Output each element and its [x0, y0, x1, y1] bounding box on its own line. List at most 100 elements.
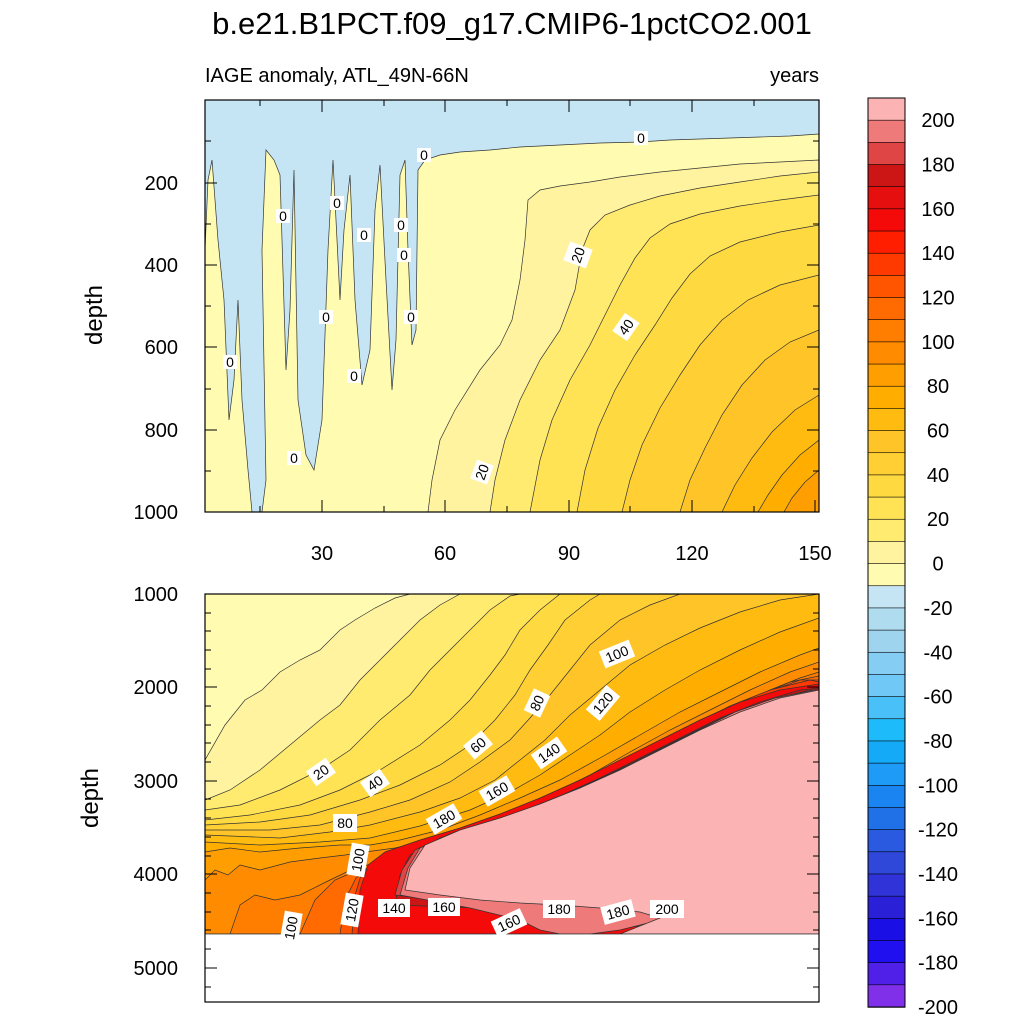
- colorbar-swatch: [867, 186, 906, 210]
- upper-clabel: 0: [347, 368, 361, 384]
- colorbar-swatch: [867, 430, 906, 454]
- colorbar-swatch: [867, 341, 906, 365]
- lower-clabel: 80: [333, 814, 357, 832]
- colorbar-swatch: [867, 829, 906, 853]
- upper-clabel-text: 0: [333, 195, 341, 211]
- lower-frame: [204, 593, 820, 1003]
- colorbar-tick-label: 80: [927, 376, 949, 398]
- upper-clabel: 0: [330, 195, 344, 211]
- colorbar-tick-label: -140: [918, 864, 958, 886]
- colorbar-swatch: [867, 474, 906, 498]
- colorbar-swatch: [867, 585, 906, 609]
- colorbar-tick-label: -100: [918, 775, 958, 797]
- lower-clabel-text: 180: [605, 901, 632, 923]
- upper-clabel: 0: [404, 309, 418, 325]
- colorbar-tick-label: -40: [924, 642, 953, 664]
- colorbar-swatch: [867, 563, 906, 587]
- colorbar-swatch: [867, 363, 906, 387]
- colorbar-tick-label: -60: [924, 687, 953, 709]
- colorbar-swatch: [867, 807, 906, 831]
- upper-clabel-text: 0: [350, 368, 358, 384]
- upper-clabel-text: 0: [279, 208, 287, 224]
- colorbar-tick-label: -80: [924, 731, 953, 753]
- colorbar-swatch: [867, 518, 906, 543]
- colorbar-swatch: [867, 142, 906, 166]
- lower-clabel: 100: [279, 910, 303, 946]
- lower-clabel: 60: [463, 730, 493, 760]
- colorbar: 200180160140120100806040200-20-40-60-80-…: [867, 97, 958, 1019]
- colorbar-swatch: [867, 718, 906, 742]
- upper-clabel: 0: [319, 309, 333, 325]
- colorbar-swatch: [867, 164, 906, 188]
- colorbar-swatch: [867, 607, 906, 631]
- lower-clabel: 160: [428, 898, 460, 916]
- colorbar-swatch: [867, 940, 906, 964]
- colorbar-swatch: [867, 762, 906, 786]
- colorbar-swatch: [867, 541, 906, 565]
- upper-clabel: 0: [357, 227, 371, 243]
- lower-clabel-text: 180: [547, 901, 571, 917]
- upper-clabel: 0: [394, 217, 408, 233]
- upper-clabel: 0: [287, 450, 301, 466]
- colorbar-swatch: [867, 319, 906, 343]
- xtick-label: 90: [558, 543, 580, 565]
- upper-ytick-label: 200: [145, 173, 178, 195]
- colorbar-swatch: [867, 696, 906, 720]
- upper-clabel: 0: [634, 130, 648, 146]
- colorbar-tick-label: 140: [921, 243, 954, 265]
- lower-clabel-text: 100: [348, 847, 368, 873]
- lower-ytick-label: 1000: [134, 584, 179, 606]
- upper-clabel: 0: [223, 354, 237, 370]
- lower-ytick-label: 4000: [134, 864, 179, 886]
- upper-clabel: 20: [470, 459, 494, 485]
- colorbar-swatch: [867, 496, 906, 520]
- upper-ytick-label: 400: [145, 255, 178, 277]
- lower-clabel: 20: [306, 757, 336, 787]
- colorbar-swatch: [867, 674, 906, 698]
- lower-clabel-text: 140: [382, 900, 406, 916]
- subtitle-right: years: [770, 65, 819, 87]
- colorbar-swatch: [867, 452, 906, 476]
- colorbar-tick-label: -200: [918, 997, 958, 1019]
- colorbar-swatch: [867, 895, 906, 920]
- upper-clabel-text: 0: [226, 354, 234, 370]
- colorbar-swatch: [867, 651, 906, 676]
- upper-clabel: 0: [276, 208, 290, 224]
- upper-clabel-text: 0: [420, 147, 428, 163]
- upper-clabel-text: 0: [637, 130, 645, 146]
- upper-ytick-label: 1000: [134, 502, 179, 524]
- colorbar-swatch: [867, 275, 906, 299]
- upper-ytick-label: 800: [145, 420, 178, 442]
- upper-clabel-text: 20: [472, 462, 492, 482]
- upper-clabel-text: 0: [322, 309, 330, 325]
- upper-clabel-text: 0: [290, 450, 298, 466]
- colorbar-swatch: [867, 408, 906, 432]
- lower-clabel: 100: [598, 639, 636, 669]
- lower-clabel: 180: [543, 900, 575, 918]
- lower-clabel-text: 80: [337, 815, 353, 831]
- colorbar-swatch: [867, 851, 906, 875]
- lower-clabel: 140: [378, 899, 410, 917]
- colorbar-swatch: [867, 208, 906, 232]
- upper-band-10: [783, 469, 819, 512]
- colorbar-tick-label: -20: [924, 598, 953, 620]
- lower-contour-labels: 20 40 60 80 80 100 100 100 120 120 140 1…: [279, 639, 684, 946]
- upper-clabel-text: 0: [400, 247, 408, 263]
- lower-nodata-region: [205, 934, 819, 1002]
- colorbar-tick-label: 200: [921, 110, 954, 132]
- colorbar-tick-label: -120: [918, 820, 958, 842]
- colorbar-swatch: [867, 962, 906, 986]
- upper-clabel-text: 20: [568, 245, 588, 265]
- colorbar-tick-label: 180: [921, 155, 954, 177]
- colorbar-swatch: [867, 297, 906, 321]
- upper-clabel: 20: [563, 241, 593, 269]
- chart-title: b.e21.B1PCT.f09_g17.CMIP6-1pctCO2.001: [212, 6, 812, 41]
- upper-clabel-text: 0: [360, 227, 368, 243]
- upper-contour-labels: 0 0 0 0 0 0 0 0 0 0 0 0 0 20 20 40: [223, 130, 648, 485]
- colorbar-tick-label: 120: [921, 288, 954, 310]
- colorbar-frame: [867, 97, 906, 1008]
- lower-ylabel: depth: [77, 768, 104, 828]
- lower-clabel-text: 100: [281, 915, 301, 941]
- colorbar-tick-label: 20: [927, 509, 949, 531]
- lower-y-axis: [205, 612, 819, 988]
